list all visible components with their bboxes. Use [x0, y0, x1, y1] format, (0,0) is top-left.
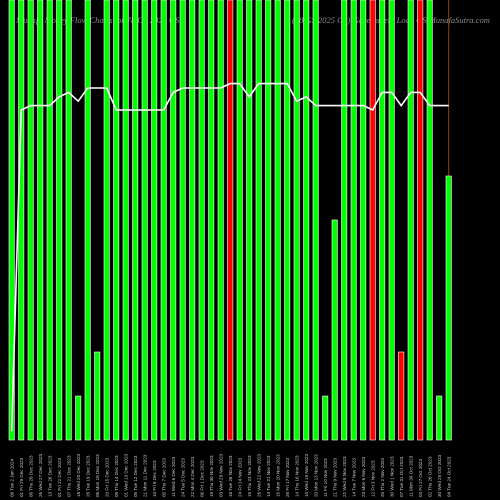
bar-42 [407, 0, 414, 441]
bar-16 [160, 0, 167, 441]
x-tick-label-43: 04 Fri 27 Oct 2023 [418, 459, 423, 497]
bar-33 [322, 395, 329, 441]
x-tick-label-10: 20 Fri 15 Dec 2023 [105, 457, 110, 497]
x-tick-label-0: 08 Tue 2 Jan 2024 [10, 458, 15, 497]
x-tick-label-4: 13 Tue 26 Dec 2023 [48, 455, 53, 497]
x-tick-label-31: 10 Wed 15 Nov 2023 [304, 453, 309, 497]
bar-1 [18, 0, 25, 441]
bar-19 [189, 0, 196, 441]
x-tick-label-13: 05 Tue 12 Dec 2023 [133, 455, 138, 497]
x-tick-label-40: 30 Wed 1 Nov 2023 [390, 456, 395, 497]
bar-0 [8, 0, 15, 441]
x-tick-label-2: 06 Thu 28 Dec 2023 [29, 455, 34, 497]
bar-31 [303, 0, 310, 441]
bar-9 [94, 351, 101, 441]
x-tick-label-34: 21 Thu 9 Nov 2023 [333, 458, 338, 497]
x-tick-label-39: 25 Thu 2 Nov 2023 [380, 458, 385, 497]
bar-4 [46, 0, 53, 441]
bar-5 [56, 0, 63, 441]
bar-23 [227, 0, 234, 441]
bar-27 [265, 0, 272, 441]
bar-13 [132, 0, 139, 441]
bar-37 [360, 0, 367, 441]
x-tick-label-25: 15 Thu 23 Nov 2023 [247, 455, 252, 497]
x-tick-label-9: 06 Mon 18 Dec 2023 [95, 454, 100, 497]
x-tick-label-32: 20 Mon 13 Nov 2023 [314, 454, 319, 497]
bar-22 [217, 0, 224, 441]
bar-15 [151, 0, 158, 441]
x-tick-label-18: 24 Tue 5 Dec 2023 [181, 458, 186, 497]
x-tick-label-35: 22 Wed 8 Nov 2023 [342, 456, 347, 497]
bar-2 [27, 0, 34, 441]
bar-10 [103, 0, 110, 441]
bar-17 [170, 0, 177, 441]
bar-43 [417, 0, 424, 441]
x-tick-label-12: 01 Wed 13 Dec 2023 [124, 453, 129, 497]
bar-14 [141, 0, 148, 441]
x-tick-label-41: 07 Tue 31 Oct 2023 [399, 456, 404, 497]
bar-3 [37, 0, 44, 441]
x-tick-label-45: 30 Wed 25 Oct 2023 [437, 455, 442, 497]
x-tick-label-28: 15 Mon 20 Nov 2023 [276, 454, 281, 497]
bar-20 [198, 0, 205, 441]
bar-29 [284, 0, 291, 441]
bar-30 [293, 0, 300, 441]
x-tick-label-19: 22 Mon 4 Dec 2023 [190, 456, 195, 497]
x-tick-label-8: 26 Tue 19 Dec 2023 [86, 455, 91, 497]
bar-6 [65, 0, 72, 441]
x-tick-label-5: 01 Fri 22 Dec 2023 [57, 457, 62, 497]
bar-34 [331, 219, 338, 441]
bar-12 [122, 0, 129, 441]
x-tick-label-30: 14 Thu 16 Nov 2023 [295, 455, 300, 497]
bar-46 [445, 175, 452, 441]
x-tick-label-37: 23 Mon 6 Nov 2023 [361, 456, 366, 497]
x-tick-label-29: 26 Fri 17 Nov 2023 [285, 457, 290, 497]
x-tick-label-46: 04 Tue 24 Oct 2023 [447, 456, 452, 497]
price-line [10, 82, 449, 432]
bar-21 [208, 0, 215, 441]
x-tick-label-21: 15 Thu 30 Nov 2023 [209, 455, 214, 497]
bar-40 [388, 0, 395, 441]
bar-36 [350, 0, 357, 441]
bar-7 [75, 395, 82, 441]
bar-24 [236, 0, 243, 441]
bar-28 [274, 0, 281, 441]
x-tick-label-3: 26 Wed 27 Dec 2023 [38, 453, 43, 497]
x-tick-label-1: 01 Fri 29 Dec 2023 [19, 457, 24, 497]
bar-25 [246, 0, 253, 441]
x-tick-label-33: 11 Fri 10 Nov 2023 [323, 458, 328, 497]
bar-26 [255, 0, 262, 441]
x-tick-label-23: 16 Tue 28 Nov 2023 [228, 455, 233, 497]
bar-38 [369, 0, 376, 441]
x-tick-label-27: 14 Tue 21 Nov 2023 [266, 455, 271, 497]
x-tick-label-22: 03 Wed 29 Nov 2023 [219, 453, 224, 497]
x-tick-label-42: 11 Mon 30 Oct 2023 [409, 455, 414, 497]
x-tick-label-20: 06 Fri 1 Dec 2023 [200, 460, 205, 497]
bar-32 [312, 0, 319, 441]
x-tick-label-26: 26 Wed 22 Nov 2023 [257, 453, 262, 497]
bar-18 [179, 0, 186, 441]
x-tick-label-38: 12 Fri 3 Nov 2023 [371, 460, 376, 497]
x-tick-label-14: 21 Mon 11 Dec 2023 [143, 454, 148, 497]
x-tick-label-17: 11 Wed 6 Dec 2023 [171, 456, 176, 497]
bar-35 [341, 0, 348, 441]
bar-8 [84, 0, 91, 441]
x-tick-label-36: 14 Tue 7 Nov 2023 [352, 458, 357, 497]
x-tick-label-44: 02 Thu 26 Oct 2023 [428, 456, 433, 497]
chart-header-left: Munafa Money Flow Charts for 78 GS 2025 … [16, 15, 180, 25]
x-tick-label-16: 05 Thu 7 Dec 2023 [162, 458, 167, 497]
x-tick-label-6: 07 Thu 21 Dec 2023 [67, 455, 72, 497]
bar-39 [379, 0, 386, 441]
bar-41 [398, 351, 405, 441]
bar-45 [436, 395, 443, 441]
bar-44 [426, 0, 433, 441]
bar-11 [113, 0, 120, 441]
x-tick-label-11: 05 Thu 14 Dec 2023 [114, 455, 119, 497]
x-tick-label-24: 24 Fri 24 Nov 2023 [238, 457, 243, 497]
x-tick-label-7: 18 Wed 20 Dec 2023 [76, 453, 81, 497]
x-tick-label-15: 10 Fri 8 Dec 2023 [152, 460, 157, 497]
